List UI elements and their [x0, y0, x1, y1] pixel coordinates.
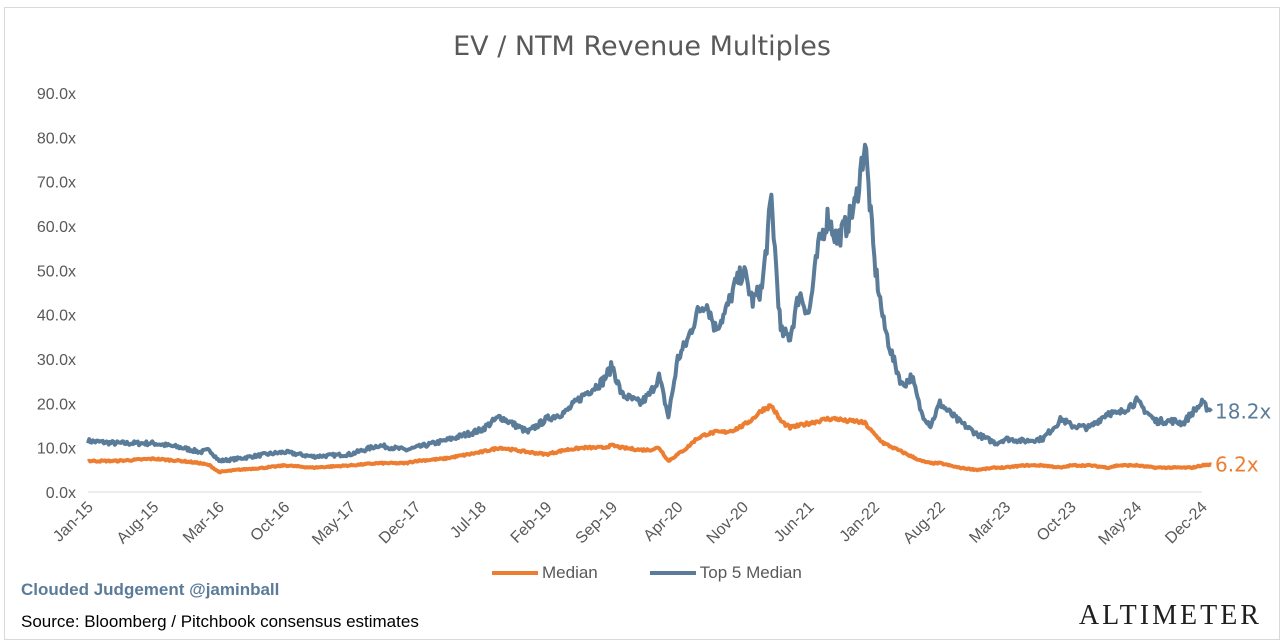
legend-label-top5: Top 5 Median [699, 563, 802, 582]
altimeter-logo: ALTIMETER [1078, 600, 1262, 631]
y-tick-label: 20.0x [37, 396, 76, 413]
legend-swatch-median [492, 571, 538, 575]
x-tick-label: Jul-18 [447, 499, 490, 542]
x-tick-label: Aug-15 [114, 499, 163, 548]
x-tick-label: Apr-20 [641, 499, 687, 545]
x-tick-label: Oct-16 [247, 499, 293, 545]
x-tick-label: Mar-16 [180, 499, 228, 547]
x-tick-label: Feb-19 [508, 499, 556, 547]
credit-text: Clouded Judgement @jaminball [21, 580, 280, 599]
end-label-top5-median: 18.2x [1215, 399, 1272, 423]
x-tick-label: Aug-22 [900, 499, 949, 548]
x-tick-label: Dec-24 [1162, 499, 1211, 548]
y-tick-label: 70.0x [37, 175, 76, 192]
series-line-median [86, 403, 1213, 475]
source-text: Source: Bloomberg / Pitchbook consensus … [21, 612, 419, 631]
end-labels: 18.2x 6.2x [1215, 399, 1272, 476]
y-tick-label: 50.0x [37, 263, 76, 280]
x-tick-label: Oct-23 [1034, 499, 1080, 545]
legend-label-median: Median [542, 563, 598, 582]
x-tick-label: May-17 [309, 499, 359, 549]
x-tick-label: Dec-17 [376, 499, 425, 548]
legend: Median Top 5 Median [492, 563, 854, 583]
legend-item-median: Median [492, 563, 598, 583]
series-line-top5-median [86, 142, 1213, 464]
x-tick-label: Jan-15 [50, 499, 97, 546]
y-tick-label: 10.0x [37, 441, 76, 458]
x-tick-label: Jan-22 [837, 499, 884, 546]
x-tick-label: Mar-23 [966, 499, 1014, 547]
chart-title: EV / NTM Revenue Multiples [453, 31, 831, 62]
x-tick-label: Jun-21 [771, 499, 818, 546]
legend-swatch-top5 [649, 571, 696, 575]
x-tick-label: Sep-19 [573, 499, 622, 548]
y-tick-label: 90.0x [37, 86, 76, 103]
y-tick-label: 40.0x [37, 308, 76, 325]
y-tick-label: 60.0x [37, 219, 76, 236]
x-tick-label: Nov-20 [704, 499, 753, 548]
chart-frame [4, 7, 1280, 640]
legend-item-top5: Top 5 Median [649, 563, 802, 583]
series-layer [86, 142, 1213, 475]
x-axis: Jan-15 Aug-15 Mar-16 Oct-16 May-17 Dec-17 Jul-… [50, 499, 1211, 549]
y-tick-label: 80.0x [37, 130, 76, 147]
x-tick-label: May-24 [1096, 499, 1146, 549]
y-tick-label: 0.0x [46, 485, 76, 502]
y-tick-label: 30.0x [37, 352, 76, 369]
y-axis: 0.0x 10.0x 20.0x 30.0x 40.0x 50.0x 60.0x 70.0x 8… [37, 86, 76, 502]
end-label-median: 6.2x [1215, 453, 1259, 477]
